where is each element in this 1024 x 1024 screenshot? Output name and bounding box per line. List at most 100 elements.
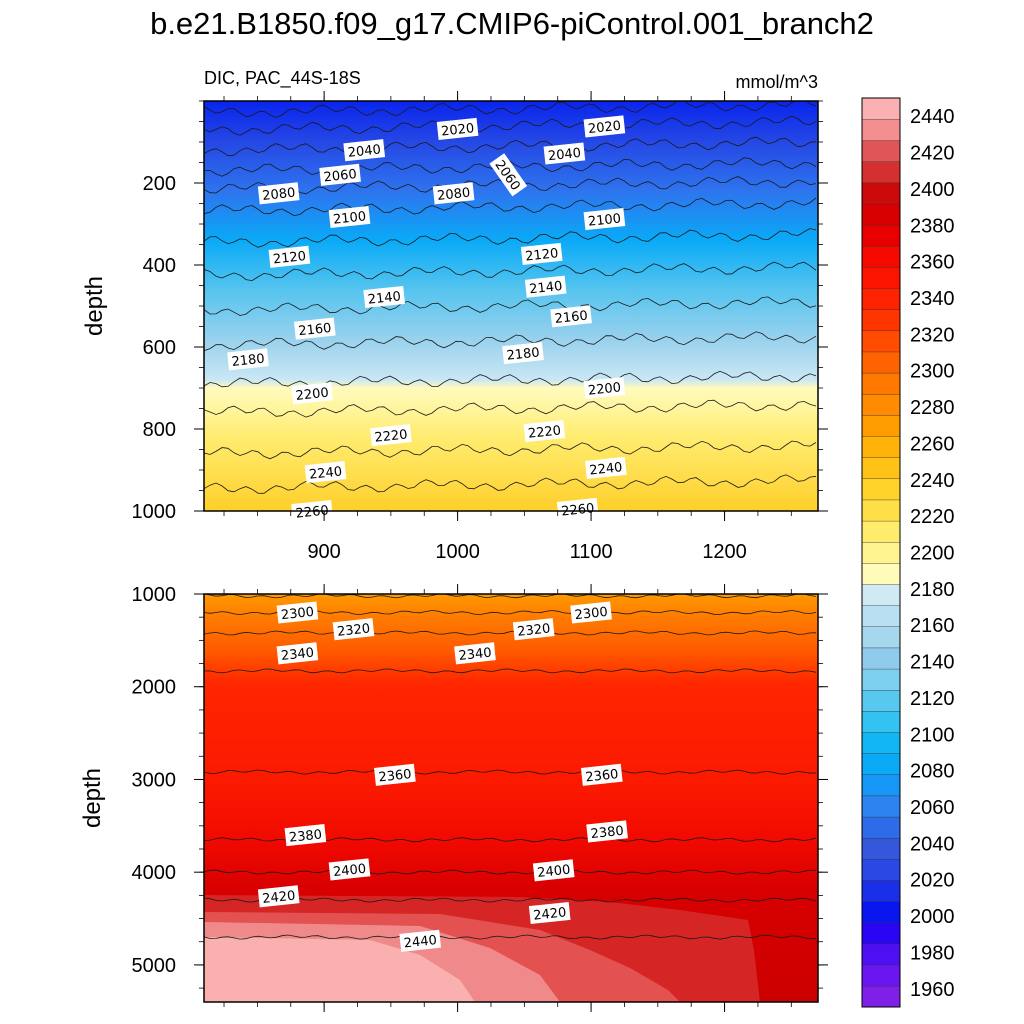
colorbar-label: 2140 [910, 652, 955, 674]
y-tick-label: 3000 [132, 769, 177, 791]
contour-line-2160 [204, 296, 817, 316]
contour-label-text: 2440 [403, 933, 437, 951]
colorbar-swatch [861, 118, 901, 141]
contour-label-2400: 2400 [532, 859, 575, 882]
lower-contour-lines [204, 594, 817, 940]
y-tick-label: 400 [143, 255, 176, 277]
contour-line-2360 [204, 769, 817, 775]
contour-label-2020: 2020 [583, 115, 626, 138]
contour-label-2020: 2020 [436, 117, 479, 140]
contour-label-text: 2400 [537, 863, 571, 881]
colorbar-swatch [861, 562, 901, 585]
contour-line-2040 [204, 136, 817, 157]
y-tick-label: 1000 [132, 584, 177, 606]
colorbar-label: 1980 [910, 943, 955, 965]
colorbar-swatch [861, 541, 901, 564]
contour-label-2100: 2100 [583, 208, 626, 231]
colorbar-label: 2000 [910, 906, 955, 928]
contour-label-text: 2220 [527, 423, 561, 441]
contour-line-2020 [204, 115, 817, 136]
colorbar-swatch [861, 943, 901, 966]
contour-label-2040: 2040 [343, 139, 386, 162]
colorbar-label: 1960 [910, 979, 955, 1001]
colorbar-label: 2240 [910, 470, 955, 492]
colorbar-swatch [861, 795, 901, 818]
contour-label-text: 2200 [587, 380, 621, 398]
colorbar-swatch [861, 288, 901, 310]
contour-label-text: 2240 [308, 464, 342, 482]
colorbar-label: 2380 [910, 215, 955, 237]
colorbar-swatch [861, 224, 901, 247]
colorbar-label: 2020 [910, 870, 955, 892]
contour-label-2140: 2140 [524, 275, 567, 298]
colorbar-frame [861, 97, 901, 1008]
contour-label-text: 2260 [295, 503, 329, 521]
contour-label-2120: 2120 [268, 245, 311, 268]
contour-label-text: 2400 [332, 862, 366, 880]
contour-label-text: 2060 [323, 167, 357, 185]
contour-label-2240: 2240 [304, 461, 347, 484]
shade-2450 [204, 937, 475, 1002]
contour-label-2340: 2340 [276, 642, 319, 665]
contour-label-2040: 2040 [543, 142, 586, 165]
y-tick-label: 1000 [132, 501, 177, 523]
upper-contour-lines [204, 101, 817, 494]
contour-label-2220: 2220 [523, 420, 566, 443]
contour-line-2060 [204, 157, 817, 177]
contour-label-2160: 2160 [293, 317, 336, 340]
x-tick-label: 1200 [702, 541, 747, 563]
colorbar-swatch [861, 901, 901, 923]
colorbar-swatch [861, 837, 901, 860]
colorbar-swatch [861, 203, 901, 226]
colorbar-swatch [861, 140, 901, 162]
colorbar-label: 2040 [910, 833, 955, 855]
upper-plot-area [204, 101, 818, 511]
contour-label-2220: 2220 [370, 424, 412, 447]
colorbar-swatch [861, 710, 901, 733]
contour-label-2120: 2120 [520, 242, 563, 265]
colorbar-label: 2100 [910, 724, 955, 746]
contour-label-text: 2380 [288, 827, 322, 845]
contour-line-2340 [204, 668, 817, 674]
contour-line-2240 [204, 440, 817, 460]
contour-label-2300: 2300 [276, 601, 319, 624]
contour-label-2200: 2200 [583, 376, 626, 400]
contour-line-2440 [204, 934, 817, 940]
colorbar-swatch [861, 245, 901, 268]
colorbar-label: 2280 [910, 397, 955, 419]
contour-label-2420: 2420 [257, 885, 300, 908]
colorbar-swatch [861, 182, 901, 205]
contour-line-2260 [204, 474, 817, 494]
contour-label-text: 2160 [554, 309, 588, 327]
colorbar-swatch [861, 922, 901, 945]
colorbar-swatch [861, 266, 901, 289]
lower-frame [203, 593, 819, 1003]
contour-label-text: 2020 [441, 121, 475, 139]
colorbar-label: 2120 [910, 688, 955, 710]
contour-label-text: 2340 [280, 646, 314, 664]
contour-label-text: 2080 [437, 186, 471, 204]
y-tick-label: 800 [143, 419, 176, 441]
colorbar-label: 2300 [910, 361, 955, 383]
contour-line-2400 [204, 869, 817, 875]
colorbar-label: 2360 [910, 252, 955, 274]
upper-ticks: 200 400 600 800 1000 900 1000 1100 1200 [132, 91, 828, 563]
colorbar-swatch [861, 414, 901, 437]
lower-y-axis-title: depth [79, 768, 106, 828]
colorbar-label: 2400 [910, 179, 955, 201]
colorbar-swatch [861, 605, 901, 627]
lower-panel: 2300 2300 2320 2320 2340 2340 2360 2360 2380 2380… [79, 584, 828, 1012]
colorbar-swatch [861, 393, 901, 416]
contour-label-2080: 2080 [257, 182, 300, 205]
colorbar-swatch [861, 372, 901, 395]
contour-label-text: 2140 [529, 279, 563, 297]
contour-label-2060: 2060 [319, 163, 361, 186]
contour-line-2320 [204, 630, 817, 636]
contour-label-2320: 2320 [512, 618, 555, 641]
contour-label-2380: 2380 [284, 824, 327, 847]
contour-label-text: 2040 [547, 146, 581, 164]
colorbar: 2440 2420 2400 2380 2360 2340 2320 2300 2280 2260… [861, 97, 955, 1008]
colorbar-swatch [861, 985, 901, 1008]
contour-label-2360: 2360 [580, 763, 623, 786]
contour-label-text: 2340 [458, 646, 492, 664]
